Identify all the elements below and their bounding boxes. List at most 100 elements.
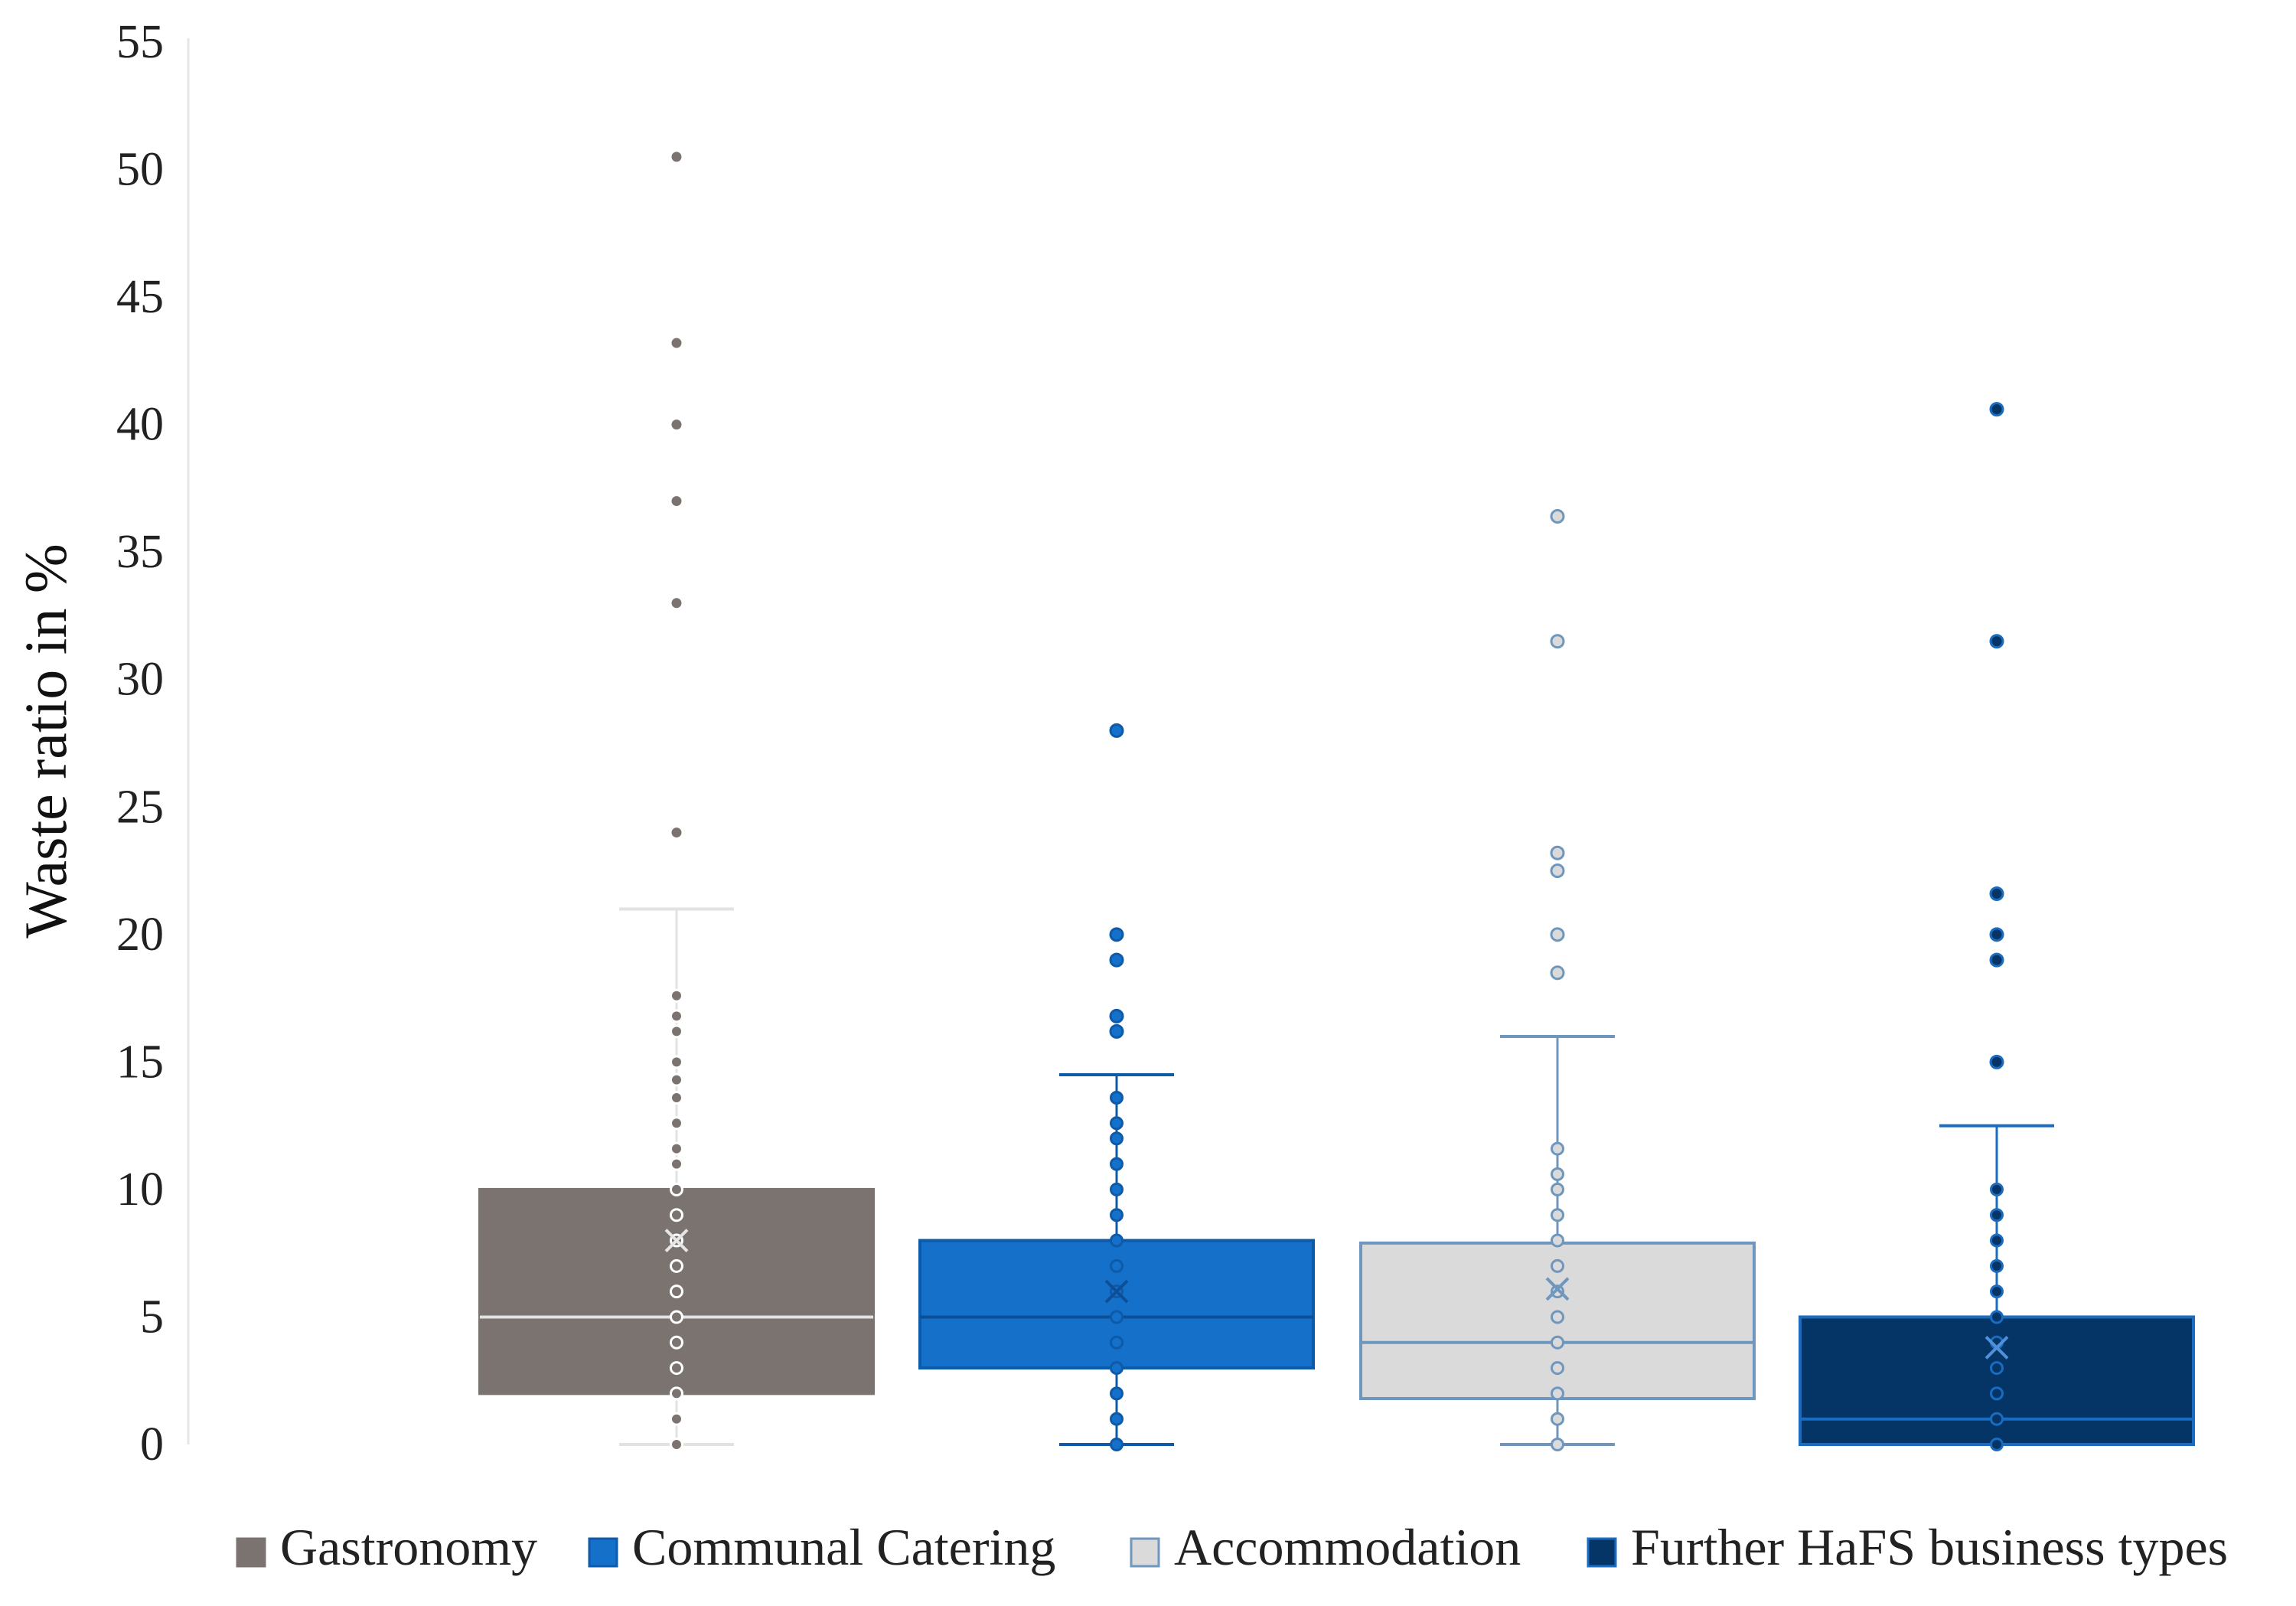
legend-label: Further HaFS business types <box>1631 1518 2228 1576</box>
y-tick-label: 45 <box>116 271 164 323</box>
data-point <box>1551 1182 1564 1196</box>
data-point <box>1990 1412 2004 1426</box>
data-point <box>1551 1208 1564 1222</box>
y-axis-title: Waste ratio in % <box>12 543 79 938</box>
y-axis-ticks: 0 5 10 15 20 25 30 35 40 45 50 55 <box>116 16 164 1471</box>
data-point <box>1110 1116 1124 1131</box>
data-point <box>1551 1335 1564 1350</box>
data-point <box>1110 1208 1124 1222</box>
data-point <box>1990 1386 2004 1401</box>
outlier-point <box>1550 509 1565 524</box>
outlier-point <box>1550 863 1565 879</box>
data-point <box>1110 1335 1124 1350</box>
box-0 <box>478 149 875 1451</box>
data-point <box>670 1310 683 1324</box>
box-2 <box>1359 509 1756 1451</box>
data-point <box>1551 1412 1564 1426</box>
outlier-point <box>669 335 684 351</box>
mean-marker <box>1545 1277 1570 1301</box>
data-point <box>1110 1233 1124 1248</box>
y-tick-label: 5 <box>140 1291 164 1343</box>
data-point <box>1110 1412 1124 1426</box>
data-point <box>1551 1386 1564 1401</box>
y-tick-label: 0 <box>140 1418 164 1471</box>
data-point <box>670 1335 683 1350</box>
outlier-point <box>1989 927 2004 942</box>
y-tick-label: 35 <box>116 526 164 578</box>
data-point <box>1110 1386 1124 1401</box>
outlier-point <box>1550 927 1565 942</box>
legend-item: Gastronomy <box>236 1518 537 1576</box>
data-point <box>1110 1361 1124 1376</box>
data-point <box>670 1438 683 1451</box>
data-point <box>670 1157 683 1171</box>
y-tick-label: 40 <box>116 399 164 451</box>
mean-marker <box>1985 1336 2009 1360</box>
data-point <box>670 1090 683 1105</box>
data-point <box>1551 1141 1564 1156</box>
data-point <box>670 1412 683 1426</box>
data-point <box>1551 1284 1564 1299</box>
outlier-point <box>669 494 684 509</box>
data-point <box>1990 1233 2004 1248</box>
legend-label: Communal Catering <box>632 1518 1055 1576</box>
data-point <box>1551 1438 1564 1451</box>
legend-swatch <box>1130 1537 1160 1568</box>
data-point <box>670 1386 683 1401</box>
data-point <box>1551 1233 1564 1248</box>
outlier-point <box>669 596 684 611</box>
outlier-point <box>1109 1023 1124 1039</box>
data-point <box>1551 1258 1564 1273</box>
outlier-point <box>1550 634 1565 649</box>
legend-item: Communal Catering <box>588 1518 1055 1576</box>
outlier-point <box>1989 634 2004 649</box>
outlier-point <box>669 149 684 165</box>
data-point <box>1990 1361 2004 1376</box>
data-point <box>670 988 683 1003</box>
outlier-point <box>1550 845 1565 860</box>
data-point <box>670 1072 683 1087</box>
box-3 <box>1799 402 2195 1451</box>
data-point <box>670 1361 683 1376</box>
legend-item: Further HaFS business types <box>1587 1518 2228 1576</box>
data-point <box>1990 1258 2004 1273</box>
outlier-point <box>1989 402 2004 417</box>
outlier-point <box>1109 1008 1124 1023</box>
legend-label: Gastronomy <box>280 1518 537 1576</box>
data-point <box>1990 1208 2004 1222</box>
outlier-point <box>669 417 684 433</box>
data-point <box>1551 1167 1564 1181</box>
data-point <box>1990 1438 2004 1451</box>
data-point <box>670 1116 683 1131</box>
outlier-point <box>669 825 684 841</box>
legend-swatch <box>1587 1537 1617 1568</box>
data-point <box>670 1024 683 1039</box>
outlier-point <box>1989 952 2004 968</box>
legend-swatch <box>588 1537 618 1568</box>
data-point <box>670 1182 683 1196</box>
outlier-point <box>1989 1054 2004 1069</box>
data-point <box>1110 1258 1124 1273</box>
data-point <box>670 1055 683 1069</box>
y-tick-label: 20 <box>116 909 164 961</box>
data-point <box>670 1009 683 1023</box>
y-tick-label: 10 <box>116 1164 164 1216</box>
data-point <box>670 1208 683 1222</box>
legend-swatch <box>236 1537 266 1568</box>
data-point <box>1551 1310 1564 1324</box>
data-point <box>670 1141 683 1156</box>
legend-label: Accommodation <box>1174 1518 1521 1576</box>
data-point <box>1990 1284 2004 1299</box>
data-point <box>1990 1182 2004 1196</box>
box-1 <box>918 723 1315 1451</box>
data-point <box>670 1258 683 1273</box>
y-tick-label: 30 <box>116 654 164 706</box>
outlier-point <box>1550 965 1565 981</box>
mean-marker <box>1104 1279 1129 1304</box>
data-point <box>1110 1182 1124 1196</box>
data-point <box>1110 1438 1124 1451</box>
data-point <box>1110 1131 1124 1146</box>
y-tick-label: 25 <box>116 781 164 833</box>
data-point <box>1110 1090 1124 1105</box>
